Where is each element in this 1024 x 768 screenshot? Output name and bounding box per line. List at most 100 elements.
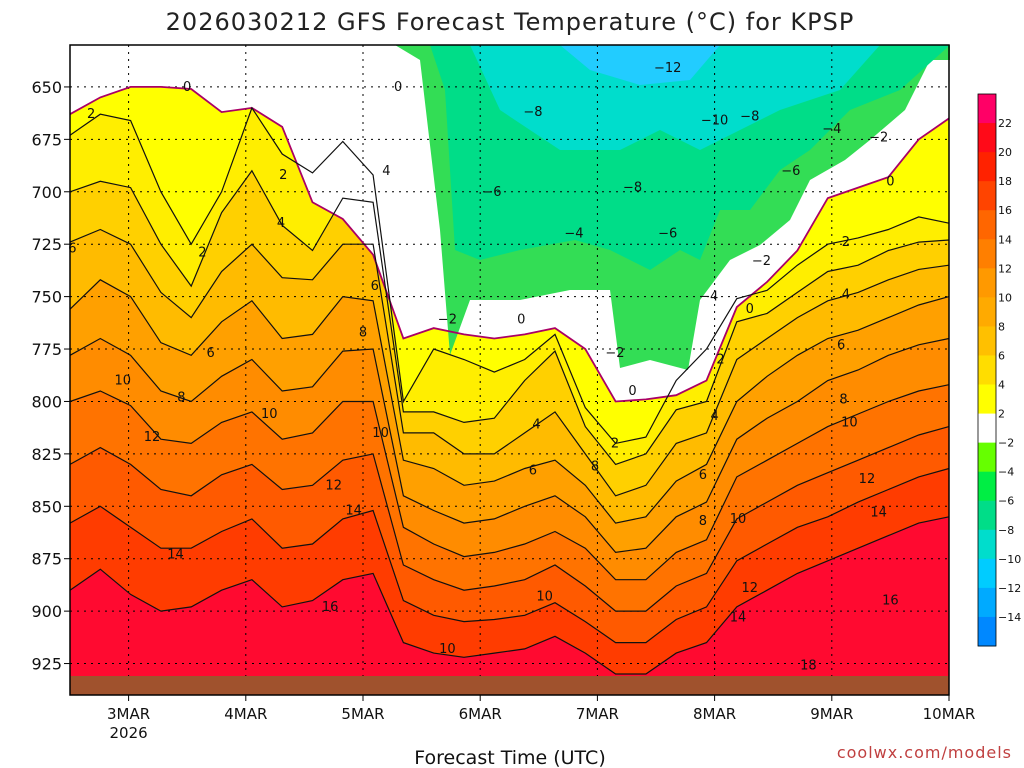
y-tick-label: 750: [31, 288, 62, 307]
contour-line-12: [69, 384, 950, 581]
colorbar-swatch: [978, 123, 996, 153]
x-tick-label: 10MAR: [923, 705, 976, 723]
colorbar-label: −6: [998, 495, 1014, 508]
x-tick-sublabel: 2026: [110, 724, 148, 742]
y-tick-label: 675: [31, 130, 62, 149]
colorbar-label: 22: [998, 117, 1012, 130]
contour-label: 8: [359, 325, 367, 340]
colorbar-swatch: [978, 297, 996, 327]
colorbar-label: 10: [998, 291, 1012, 304]
y-tick-label: 850: [31, 497, 62, 516]
colorbar-swatch: [978, 384, 996, 415]
contour-label: 0: [886, 174, 894, 189]
contour-label: 6: [529, 464, 537, 479]
contour-label: 2: [87, 107, 95, 122]
x-tick-label: 7MAR: [576, 705, 619, 723]
contour-label: 16: [882, 594, 899, 609]
colorbar-swatch: [978, 239, 996, 269]
colorbar-swatch: [978, 268, 996, 298]
colorbar-swatch: [978, 471, 996, 502]
contour-label: 16: [322, 600, 339, 615]
contour-label: 6: [206, 346, 214, 361]
contour-label: 4: [842, 288, 850, 303]
contour-label: 2: [716, 353, 724, 368]
contour-label: 12: [741, 581, 758, 596]
chart-title: 2026030212 GFS Forecast Temperature (°C)…: [166, 8, 855, 36]
contour-label: 10: [730, 512, 747, 527]
contour-label: 10: [261, 407, 278, 422]
contour-label: 12: [144, 430, 161, 445]
x-tick-label: 8MAR: [693, 705, 736, 723]
colorbar-label: −4: [998, 466, 1014, 479]
colorbar-label: 8: [998, 320, 1005, 333]
y-tick-label: 725: [31, 235, 62, 254]
y-tick-label: 650: [31, 78, 62, 97]
y-tick-label: 800: [31, 392, 62, 411]
y-axis: 650 675 700 725 750 775 800 825 850 875 900 925: [31, 78, 70, 674]
contour-label: 10: [439, 642, 456, 657]
contour-label: 0: [183, 80, 191, 95]
contour-line-4: [69, 169, 950, 466]
contour-label: −4: [564, 227, 583, 242]
colorbar-swatch: [978, 355, 996, 386]
contour-label: 10: [372, 426, 389, 441]
y-tick-label: 875: [31, 550, 62, 569]
contour-label: −2: [752, 254, 771, 269]
contour-label: 0: [628, 384, 636, 399]
colorbar-swatch: [978, 616, 996, 647]
colorbar-label: 4: [998, 379, 1005, 392]
contour-label: 8: [591, 459, 599, 474]
colorbar-label: −2: [998, 437, 1014, 450]
contour-line-18: [69, 516, 950, 675]
colorbar-label: 14: [998, 233, 1012, 246]
contour-line-2: [69, 106, 950, 445]
colorbar-label: 2: [998, 408, 1005, 421]
contour-line-0: [69, 86, 950, 403]
contour-label: −8: [623, 181, 642, 196]
colorbar-frame: [977, 93, 997, 647]
contour-label: −2: [869, 130, 888, 145]
contour-label: 2: [842, 235, 850, 250]
contour-label: −10: [701, 113, 728, 128]
y-tick-label: 825: [31, 445, 62, 464]
contour-line-6: [69, 228, 950, 497]
colorbar-label: −14: [998, 611, 1021, 624]
colorbar-swatch: [978, 442, 996, 473]
terrain-ground: [70, 676, 949, 695]
contour-label: −8: [740, 109, 759, 124]
contour-label: 10: [536, 589, 553, 604]
plot-frame: [69, 44, 950, 696]
contour-label: 10: [841, 415, 858, 430]
contour-label: −6: [482, 185, 501, 200]
contour-label: 2: [198, 246, 206, 261]
x-tick-label: 6MAR: [459, 705, 502, 723]
colorbar-label: −8: [998, 524, 1014, 537]
colorbar-swatch: [978, 181, 996, 211]
contour-label: 0: [394, 80, 402, 95]
contour-label: 14: [167, 548, 184, 563]
contour-line-14: [69, 426, 950, 612]
contour-label: 18: [800, 659, 817, 674]
credit-text: coolwx.com/models: [837, 743, 1012, 762]
contour-label: −12: [654, 61, 681, 76]
contour-label: −2: [438, 313, 457, 328]
contour-label: 4: [532, 418, 540, 433]
colorbar-swatch: [978, 210, 996, 240]
colorbar-label: 16: [998, 204, 1012, 217]
contour-label: 6: [699, 468, 707, 483]
contour-label: 8: [177, 390, 185, 405]
contour-label: 6: [68, 241, 76, 256]
contour-label: −8: [523, 105, 542, 120]
contour-label: 2: [279, 168, 287, 183]
contour-label: 12: [325, 478, 342, 493]
sub-zero-fills: [395, 45, 950, 370]
cyan-zone: [470, 45, 880, 150]
contour-label: 4: [382, 164, 390, 179]
contour-label: −4: [822, 122, 841, 137]
contour-label: 6: [371, 279, 379, 294]
y-tick-label: 900: [31, 602, 62, 621]
colorbar-label: 20: [998, 146, 1012, 159]
